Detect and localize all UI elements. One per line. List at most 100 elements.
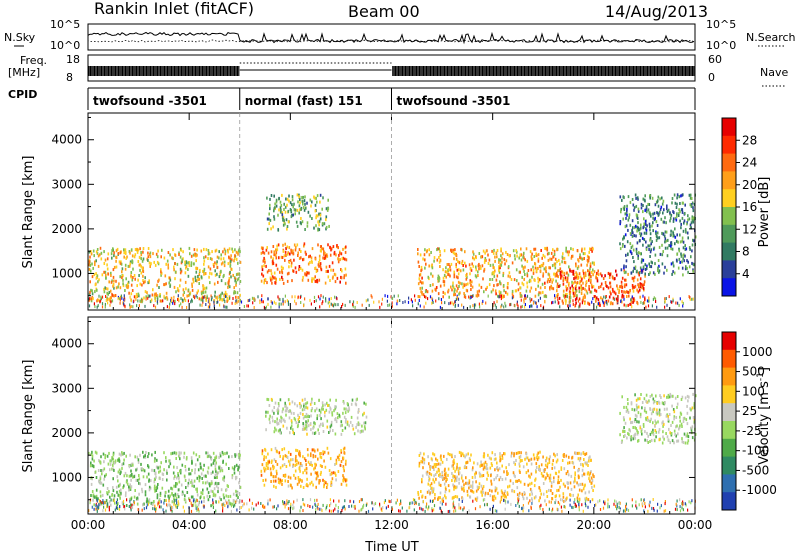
echo-cell xyxy=(321,207,323,211)
echo-cell xyxy=(357,423,360,427)
echo-cell xyxy=(214,473,217,477)
echo-cell xyxy=(529,475,531,479)
near-range-echo xyxy=(516,300,518,304)
echo-cell xyxy=(567,473,570,477)
echo-cell xyxy=(506,491,509,495)
echo-cell xyxy=(631,198,634,201)
echo-cell xyxy=(115,485,118,489)
echo-cell xyxy=(483,465,486,469)
echo-cell xyxy=(141,266,144,270)
echo-cell xyxy=(159,293,161,296)
echo-cell xyxy=(638,228,641,232)
echo-cell xyxy=(525,452,528,456)
echo-cell xyxy=(580,462,582,466)
echo-cell xyxy=(96,251,99,255)
echo-cell xyxy=(277,477,280,481)
echo-cell xyxy=(623,236,625,240)
echo-cell xyxy=(619,242,621,246)
echo-cell xyxy=(204,272,207,275)
echo-cell xyxy=(638,288,641,292)
echo-cell xyxy=(308,271,310,275)
echo-cell xyxy=(682,273,684,277)
echo-cell xyxy=(683,253,685,257)
near-range-echo xyxy=(487,294,489,298)
echo-cell xyxy=(273,253,275,257)
echo-cell xyxy=(318,258,321,262)
echo-cell xyxy=(515,451,518,455)
echo-cell xyxy=(168,459,170,463)
echo-cell xyxy=(553,249,556,253)
near-range-echo xyxy=(557,294,559,298)
echo-cell xyxy=(95,276,98,280)
echo-cell xyxy=(519,253,521,257)
echo-cell xyxy=(185,486,187,489)
echo-cell xyxy=(185,287,187,291)
echo-cell xyxy=(229,257,232,261)
echo-cell xyxy=(545,456,548,460)
echo-cell xyxy=(89,464,92,468)
echo-cell xyxy=(555,460,558,464)
echo-cell xyxy=(130,485,133,489)
echo-cell xyxy=(154,457,156,461)
echo-cell xyxy=(302,195,304,199)
echo-cell xyxy=(489,278,491,281)
echo-cell xyxy=(532,269,535,272)
echo-cell xyxy=(574,473,576,477)
echo-cell xyxy=(586,291,589,295)
echo-cell xyxy=(134,248,137,251)
echo-cell xyxy=(318,432,320,435)
echo-cell xyxy=(538,278,541,282)
echo-cell xyxy=(310,409,313,413)
echo-cell xyxy=(198,479,201,483)
echo-cell xyxy=(428,477,431,481)
echo-cell xyxy=(426,290,429,294)
echo-cell xyxy=(545,490,548,494)
echo-cell xyxy=(516,279,518,283)
echo-cell xyxy=(530,462,533,466)
near-range-echo xyxy=(579,302,581,306)
echo-cell xyxy=(96,248,99,251)
echo-cell xyxy=(282,215,285,219)
near-range-echo xyxy=(135,297,137,301)
echo-cell xyxy=(622,217,624,221)
echo-cell xyxy=(506,282,509,286)
echo-cell xyxy=(588,490,590,494)
echo-cell xyxy=(431,266,434,270)
echo-cell xyxy=(605,284,607,287)
echo-cell xyxy=(327,243,329,247)
echo-cell xyxy=(215,469,217,473)
echo-cell xyxy=(624,244,626,248)
echo-cell xyxy=(216,476,218,479)
echo-cell xyxy=(92,297,94,301)
echo-cell xyxy=(115,249,118,253)
echo-cell xyxy=(208,275,210,279)
echo-cell xyxy=(273,215,275,219)
echo-cell xyxy=(647,244,649,248)
echo-cell xyxy=(631,420,634,424)
near-range-echo xyxy=(236,299,238,303)
echo-cell xyxy=(112,275,115,279)
echo-cell xyxy=(516,250,518,254)
echo-cell xyxy=(452,281,454,285)
echo-cell xyxy=(238,272,240,276)
echo-cell xyxy=(673,441,675,445)
echo-cell xyxy=(342,247,344,251)
echo-cell xyxy=(672,270,674,274)
echo-cell xyxy=(310,452,312,456)
echo-cell xyxy=(471,489,473,493)
echo-cell xyxy=(576,294,578,298)
near-range-echo xyxy=(120,294,122,298)
echo-cell xyxy=(441,460,444,464)
echo-cell xyxy=(530,457,533,461)
echo-cell xyxy=(676,202,678,206)
echo-cell xyxy=(637,221,639,225)
echo-cell xyxy=(275,198,278,202)
echo-cell xyxy=(472,466,474,470)
echo-cell xyxy=(333,250,336,254)
echo-cell xyxy=(237,296,239,299)
echo-cell xyxy=(94,450,97,454)
echo-cell xyxy=(261,449,264,453)
echo-cell xyxy=(318,254,321,258)
echo-cell xyxy=(672,232,675,235)
echo-cell xyxy=(271,415,274,419)
